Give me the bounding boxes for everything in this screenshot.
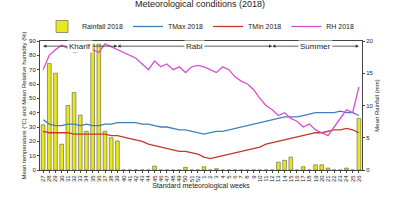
svg-text:TMin 2018: TMin 2018 [248,23,281,30]
svg-text:Rabi: Rabi [186,42,203,51]
svg-text:43: 43 [139,175,145,182]
svg-text:40: 40 [121,175,127,182]
svg-text:51: 51 [189,175,195,182]
svg-text:34: 34 [83,175,89,182]
svg-text:5: 5 [366,135,370,141]
svg-text:49: 49 [176,175,182,182]
svg-text:60: 60 [29,81,36,87]
svg-text:18: 18 [306,175,312,182]
svg-text:14: 14 [282,175,288,182]
svg-text:7: 7 [238,175,244,179]
svg-text:90: 90 [29,38,36,44]
svg-text:0: 0 [366,167,370,173]
svg-text:6: 6 [232,175,238,179]
svg-text:40: 40 [29,110,36,116]
svg-text:39: 39 [114,175,120,182]
svg-text:16: 16 [294,175,300,182]
svg-text:RH 2018: RH 2018 [326,23,354,30]
svg-text:15: 15 [288,175,294,182]
svg-text:37: 37 [102,175,108,182]
svg-text:50: 50 [182,175,188,182]
svg-text:13: 13 [275,175,281,182]
svg-text:36: 36 [96,175,102,182]
svg-text:0: 0 [32,167,36,173]
svg-text:15: 15 [366,70,373,76]
svg-text:10: 10 [257,175,263,182]
svg-text:29: 29 [52,175,58,182]
svg-text:52: 52 [195,175,201,182]
svg-text:27: 27 [40,175,46,182]
svg-text:33: 33 [77,175,83,182]
svg-text:Standard meteorological weeks: Standard meteorological weeks [152,182,250,190]
svg-text:17: 17 [300,175,306,182]
svg-text:Mean Rainfall (mm): Mean Rainfall (mm) [374,79,380,131]
svg-text:12: 12 [269,175,275,182]
svg-text:31: 31 [65,175,71,182]
svg-text:48: 48 [170,175,176,182]
svg-text:8: 8 [244,175,250,179]
svg-text:Meteorological conditions (201: Meteorological conditions (2018) [135,0,265,9]
svg-text:44: 44 [145,175,151,182]
svg-text:22: 22 [331,175,337,182]
svg-text:19: 19 [313,175,319,182]
svg-text:9: 9 [251,175,257,179]
svg-text:Kharif: Kharif [69,42,91,51]
svg-text:38: 38 [108,175,114,182]
svg-text:32: 32 [71,175,77,182]
svg-text:47: 47 [164,175,170,182]
svg-text:2: 2 [207,175,213,179]
svg-text:Summer: Summer [300,42,331,51]
svg-text:30: 30 [29,124,36,130]
svg-text:20: 20 [29,138,36,144]
svg-text:25: 25 [350,175,356,182]
svg-text:21: 21 [325,175,331,182]
svg-text:11: 11 [263,175,269,182]
svg-text:50: 50 [29,95,36,101]
svg-text:1: 1 [201,175,207,179]
svg-text:80: 80 [29,52,36,58]
svg-text:70: 70 [29,67,36,73]
svg-text:24: 24 [343,175,349,182]
svg-text:3: 3 [213,175,219,179]
svg-text:26: 26 [356,175,362,182]
svg-text:10: 10 [366,103,373,109]
svg-text:Rainfall 2018: Rainfall 2018 [82,23,123,30]
svg-text:20: 20 [319,175,325,182]
svg-text:42: 42 [133,175,139,182]
svg-text:10: 10 [29,153,36,159]
svg-text:28: 28 [46,175,52,182]
svg-text:46: 46 [158,175,164,182]
svg-text:30: 30 [59,175,65,182]
svg-text:4: 4 [220,175,226,179]
svg-text:TMax 2018: TMax 2018 [168,23,203,30]
svg-text:5: 5 [226,175,232,179]
svg-text:Mean temperature (°C) and Mean: Mean temperature (°C) and Mean Relative … [21,31,27,179]
svg-text:45: 45 [152,175,158,182]
svg-text:23: 23 [337,175,343,182]
svg-text:41: 41 [127,175,133,182]
svg-text:20: 20 [366,38,373,44]
svg-text:35: 35 [90,175,96,182]
